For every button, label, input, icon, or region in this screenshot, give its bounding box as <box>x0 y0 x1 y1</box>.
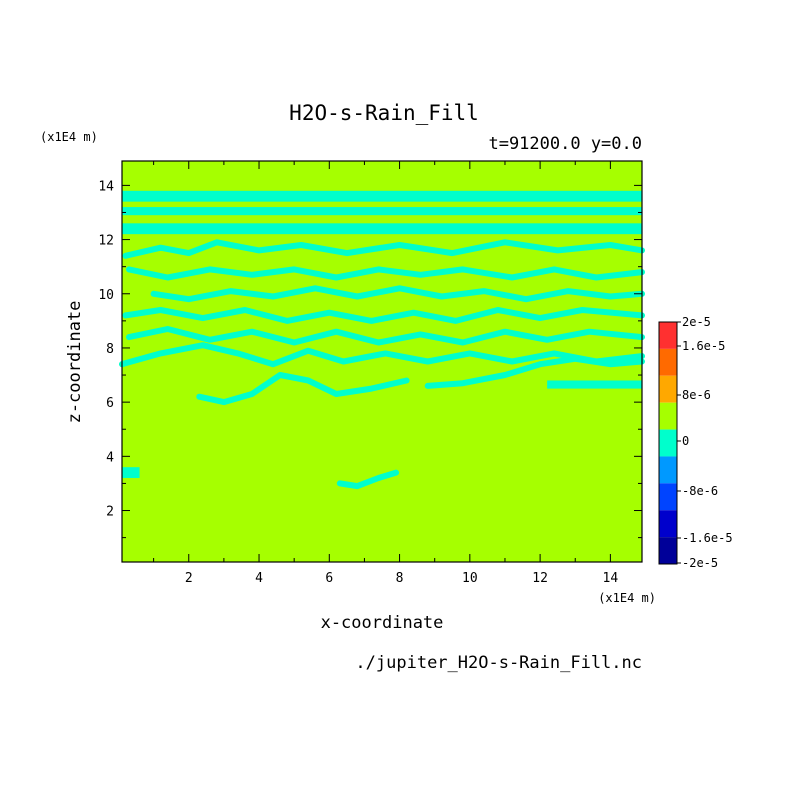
contour-line-5 <box>119 342 645 368</box>
contour-line-4 <box>126 326 645 346</box>
chart-subtitle: t=91200.0 y=0.0 <box>488 134 642 154</box>
colorbar-segment-6 <box>659 483 677 511</box>
colorbar-segment-7 <box>659 510 677 538</box>
colorbar-label-5: -1.6e-5 <box>682 531 733 545</box>
x-tick-label-10: 10 <box>462 571 478 586</box>
x-tick-label-14: 14 <box>603 571 619 586</box>
y-tick-label-8: 8 <box>106 342 114 357</box>
colorbar-label-0: 2e-5 <box>682 315 711 329</box>
y-tick-label-12: 12 <box>98 234 114 249</box>
colorbar-segment-0 <box>659 322 677 349</box>
contour-band-0 <box>122 190 642 202</box>
contour-line-2 <box>150 285 645 303</box>
x-tick-label-2: 2 <box>185 571 193 586</box>
x-tick-label-12: 12 <box>532 571 548 586</box>
contour-line-7 <box>424 355 645 389</box>
x-unit-label: (x1E4 m) <box>598 591 656 605</box>
x-axis-label: x-coordinate <box>321 613 444 633</box>
x-tick-label-8: 8 <box>396 571 404 586</box>
colorbar: 2e-5 1.6e-5 8e-6 0 -8e-6 -1.6e-5 -2e-5 <box>658 315 733 570</box>
colorbar-label-6: -2e-5 <box>682 556 718 570</box>
y-tick-label-2: 2 <box>106 505 114 520</box>
contour-line-1 <box>126 266 645 281</box>
colorbar-segment-5 <box>659 456 677 484</box>
colorbar-segment-2 <box>659 375 677 403</box>
plot-area <box>119 161 645 562</box>
contour-line-8 <box>336 469 400 490</box>
axes: 2 4 6 8 10 12 14 2 4 6 8 10 12 14 <box>98 160 643 586</box>
colorbar-segment-3 <box>659 402 677 430</box>
colorbar-segment-8 <box>659 537 677 564</box>
contour-line-6 <box>196 372 410 406</box>
y-tick-label-4: 4 <box>106 450 114 465</box>
colorbar-label-1: 1.6e-5 <box>682 339 725 353</box>
contour-band-4 <box>122 467 140 479</box>
plot-frame <box>121 160 643 563</box>
colorbar-label-4: -8e-6 <box>682 484 718 498</box>
contour-line-3 <box>122 307 645 324</box>
contour-band-2 <box>122 223 642 235</box>
y-tick-label-14: 14 <box>98 179 114 194</box>
colorbar-segment-1 <box>659 348 677 376</box>
colorbar-label-2: 8e-6 <box>682 388 711 402</box>
colorbar-label-3: 0 <box>682 434 689 448</box>
x-tick-label-6: 6 <box>325 571 333 586</box>
contour-line-0 <box>122 239 645 259</box>
chart-title: H2O-s-Rain_Fill <box>289 101 479 125</box>
contour-band-3 <box>547 380 642 389</box>
colorbar-segment-4 <box>659 429 677 457</box>
y-tick-label-6: 6 <box>106 396 114 411</box>
filename-label: ./jupiter_H2O-s-Rain_Fill.nc <box>355 653 642 673</box>
y-unit-label: (x1E4 m) <box>40 130 98 144</box>
x-tick-label-4: 4 <box>255 571 263 586</box>
colorbar-frame <box>658 321 678 565</box>
y-axis-label: z-coordinate <box>65 301 85 424</box>
contour-band-1 <box>122 207 642 216</box>
y-tick-label-10: 10 <box>98 288 114 303</box>
